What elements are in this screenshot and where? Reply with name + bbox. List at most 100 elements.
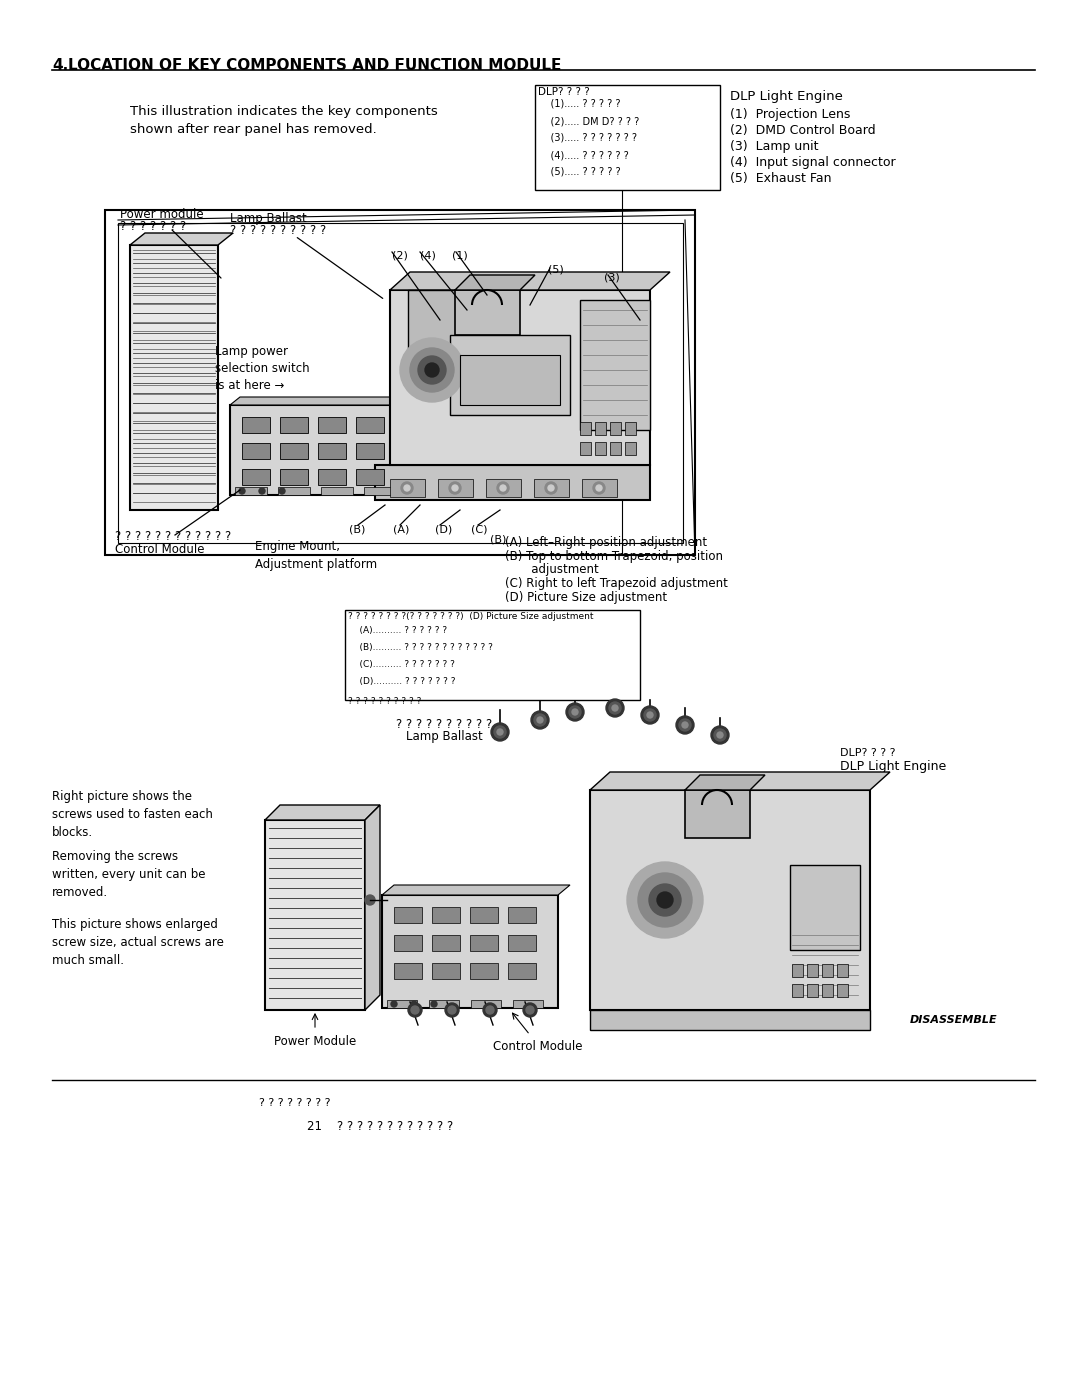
Circle shape xyxy=(657,893,673,908)
Circle shape xyxy=(596,485,602,490)
Polygon shape xyxy=(390,272,670,291)
Circle shape xyxy=(534,714,546,726)
Text: DLP? ? ? ?: DLP? ? ? ? xyxy=(840,747,895,759)
Polygon shape xyxy=(455,275,535,291)
Bar xyxy=(278,488,310,495)
Circle shape xyxy=(431,1002,437,1007)
Bar xyxy=(625,441,636,455)
Bar xyxy=(807,983,818,997)
Bar xyxy=(535,85,720,190)
Circle shape xyxy=(537,717,543,724)
Bar xyxy=(394,907,422,923)
Circle shape xyxy=(391,1002,397,1007)
Text: ? ? ? ? ? ? ? ? ? ?: ? ? ? ? ? ? ? ? ? ? xyxy=(396,718,492,731)
Bar xyxy=(429,1000,459,1009)
Bar xyxy=(432,935,460,951)
Bar xyxy=(460,355,561,405)
Circle shape xyxy=(400,338,464,402)
Bar xyxy=(390,291,650,465)
Bar xyxy=(318,469,346,485)
Polygon shape xyxy=(230,397,408,405)
Text: (B): (B) xyxy=(490,535,507,545)
Circle shape xyxy=(526,1006,534,1014)
Text: (C): (C) xyxy=(471,524,487,534)
Text: ? ? ? ? ? ? ? ? ? ?: ? ? ? ? ? ? ? ? ? ? xyxy=(348,697,421,705)
Circle shape xyxy=(681,722,688,728)
Circle shape xyxy=(401,482,413,495)
Bar xyxy=(580,441,591,455)
Bar xyxy=(356,416,384,433)
Text: adjustment: adjustment xyxy=(505,563,598,576)
Bar xyxy=(318,416,346,433)
Bar xyxy=(364,488,396,495)
Bar xyxy=(582,479,617,497)
Text: (3)  Lamp unit: (3) Lamp unit xyxy=(730,140,819,154)
Text: (A).......... ? ? ? ? ? ?: (A).......... ? ? ? ? ? ? xyxy=(348,626,447,636)
Circle shape xyxy=(239,488,245,495)
Circle shape xyxy=(408,1003,422,1017)
Bar xyxy=(470,907,498,923)
Text: LOCATION OF KEY COMPONENTS AND FUNCTION MODULE: LOCATION OF KEY COMPONENTS AND FUNCTION … xyxy=(68,59,562,73)
Bar xyxy=(580,422,591,434)
Polygon shape xyxy=(365,805,380,1010)
Bar xyxy=(792,964,804,977)
Text: (B): (B) xyxy=(349,524,365,534)
Circle shape xyxy=(523,1003,537,1017)
Bar xyxy=(356,469,384,485)
Text: Control Module: Control Module xyxy=(494,1039,583,1053)
Bar xyxy=(242,469,270,485)
Bar xyxy=(387,1000,417,1009)
Bar xyxy=(321,488,353,495)
Circle shape xyxy=(627,862,703,937)
Text: (5)  Exhaust Fan: (5) Exhaust Fan xyxy=(730,172,832,184)
Circle shape xyxy=(411,1002,417,1007)
Text: (D) Picture Size adjustment: (D) Picture Size adjustment xyxy=(505,591,667,604)
Bar xyxy=(590,1010,870,1030)
Bar xyxy=(408,291,456,365)
Bar xyxy=(513,1000,543,1009)
Text: (2)  DMD Control Board: (2) DMD Control Board xyxy=(730,124,876,137)
Text: Engine Mount,
Adjustment platform: Engine Mount, Adjustment platform xyxy=(255,541,377,571)
Bar xyxy=(534,479,569,497)
Circle shape xyxy=(483,1003,497,1017)
Text: This illustration indicates the key components
shown after rear panel has remove: This illustration indicates the key comp… xyxy=(130,105,437,136)
Text: Lamp Ballast: Lamp Ballast xyxy=(230,212,307,225)
Circle shape xyxy=(404,485,410,490)
Circle shape xyxy=(497,482,509,495)
Circle shape xyxy=(448,1006,456,1014)
Polygon shape xyxy=(265,805,380,820)
Circle shape xyxy=(679,719,691,731)
Circle shape xyxy=(445,1003,459,1017)
Text: ? ? ? ? ? ? ?: ? ? ? ? ? ? ? xyxy=(120,219,186,233)
Polygon shape xyxy=(685,775,765,789)
Bar xyxy=(230,405,399,495)
Circle shape xyxy=(644,710,656,721)
Bar xyxy=(837,983,848,997)
Circle shape xyxy=(453,485,458,490)
Polygon shape xyxy=(130,233,233,244)
Bar xyxy=(375,465,650,500)
Circle shape xyxy=(410,348,454,393)
Bar xyxy=(822,983,833,997)
Circle shape xyxy=(572,710,578,715)
Text: (2): (2) xyxy=(392,250,408,260)
Circle shape xyxy=(545,482,557,495)
Circle shape xyxy=(606,698,624,717)
Bar xyxy=(118,224,683,543)
Bar xyxy=(242,443,270,460)
Text: (4)  Input signal connector: (4) Input signal connector xyxy=(730,156,895,169)
Text: (1): (1) xyxy=(453,250,468,260)
Circle shape xyxy=(411,1006,419,1014)
Text: Right picture shows the
screws used to fasten each
blocks.: Right picture shows the screws used to f… xyxy=(52,789,213,840)
Bar xyxy=(610,422,621,434)
Text: Lamp power
selection switch
is at here →: Lamp power selection switch is at here → xyxy=(215,345,310,393)
Bar xyxy=(470,963,498,979)
Circle shape xyxy=(593,482,605,495)
Text: 21    ? ? ? ? ? ? ? ? ? ? ? ?: 21 ? ? ? ? ? ? ? ? ? ? ? ? xyxy=(307,1120,454,1133)
Bar xyxy=(685,789,750,838)
Bar xyxy=(438,479,473,497)
Text: Control Module: Control Module xyxy=(114,543,204,556)
Bar xyxy=(280,443,308,460)
Bar xyxy=(455,291,519,335)
Text: (3)..... ? ? ? ? ? ? ?: (3)..... ? ? ? ? ? ? ? xyxy=(538,133,637,142)
